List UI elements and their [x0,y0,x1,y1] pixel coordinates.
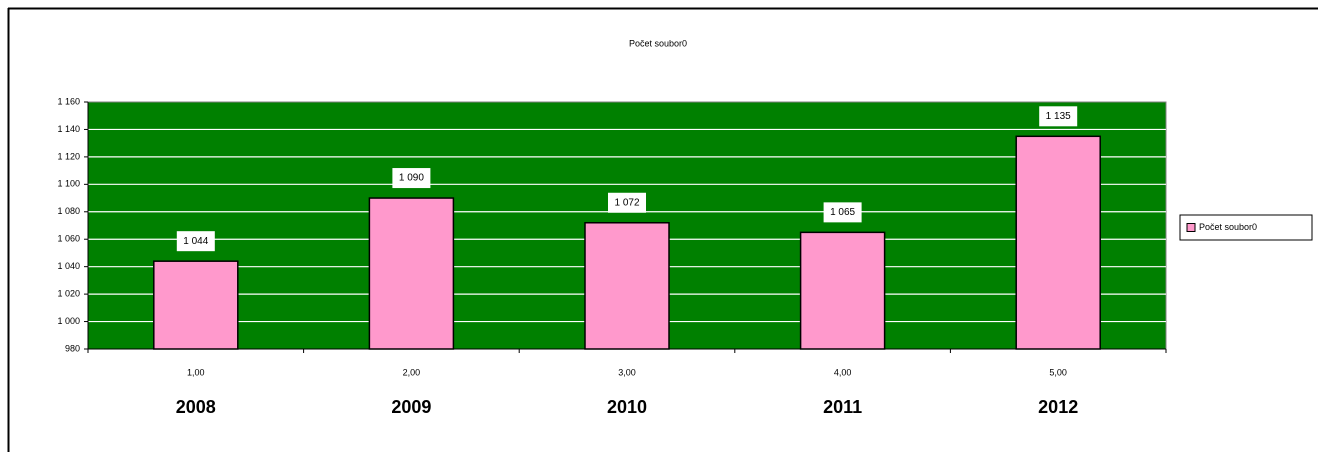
bar [153,260,239,350]
x-sublabel: 2011 [823,397,862,417]
value-label-box [823,202,862,223]
y-tick-label: 1 140 [57,124,80,134]
y-tick-label: 1 160 [57,96,80,106]
value-label: 1 065 [830,207,855,218]
value-label: 1 044 [183,236,208,247]
x-tick-label: 1,00 [187,367,205,377]
value-label-box [1039,106,1078,127]
x-sublabel: 2012 [1038,397,1078,417]
value-label-box [176,231,215,252]
y-tick-label: 1 080 [57,206,80,216]
value-label-box [608,192,646,213]
x-tick-label: 5,00 [1049,367,1067,377]
y-tick-label: 1 120 [57,151,80,161]
y-tick-label: 1 060 [57,234,80,244]
legend-swatch [1186,223,1196,232]
x-sublabel: 2010 [607,397,647,417]
x-tick-label: 3,00 [618,367,636,377]
chart-title: Počet soubor0 [629,38,687,48]
x-tick-label: 4,00 [834,367,852,377]
y-tick-label: 1 000 [57,316,80,326]
x-sublabel: 2008 [176,397,216,417]
bar [584,222,670,350]
y-tick-label: 1 040 [57,261,80,271]
value-label: 1 135 [1046,111,1071,122]
legend-box [1179,214,1313,241]
y-tick-label: 1 020 [57,288,80,298]
y-tick-label: 980 [65,343,80,353]
bar [1015,135,1101,350]
legend-label: Počet soubor0 [1199,222,1257,232]
bar [799,231,886,350]
x-tick-label: 2,00 [403,367,421,377]
y-tick-label: 1 100 [57,179,80,189]
x-sublabel: 2009 [391,397,431,417]
value-label: 1 072 [614,197,639,208]
value-label-box [392,168,431,189]
bar [368,197,455,350]
value-label: 1 090 [399,173,424,184]
